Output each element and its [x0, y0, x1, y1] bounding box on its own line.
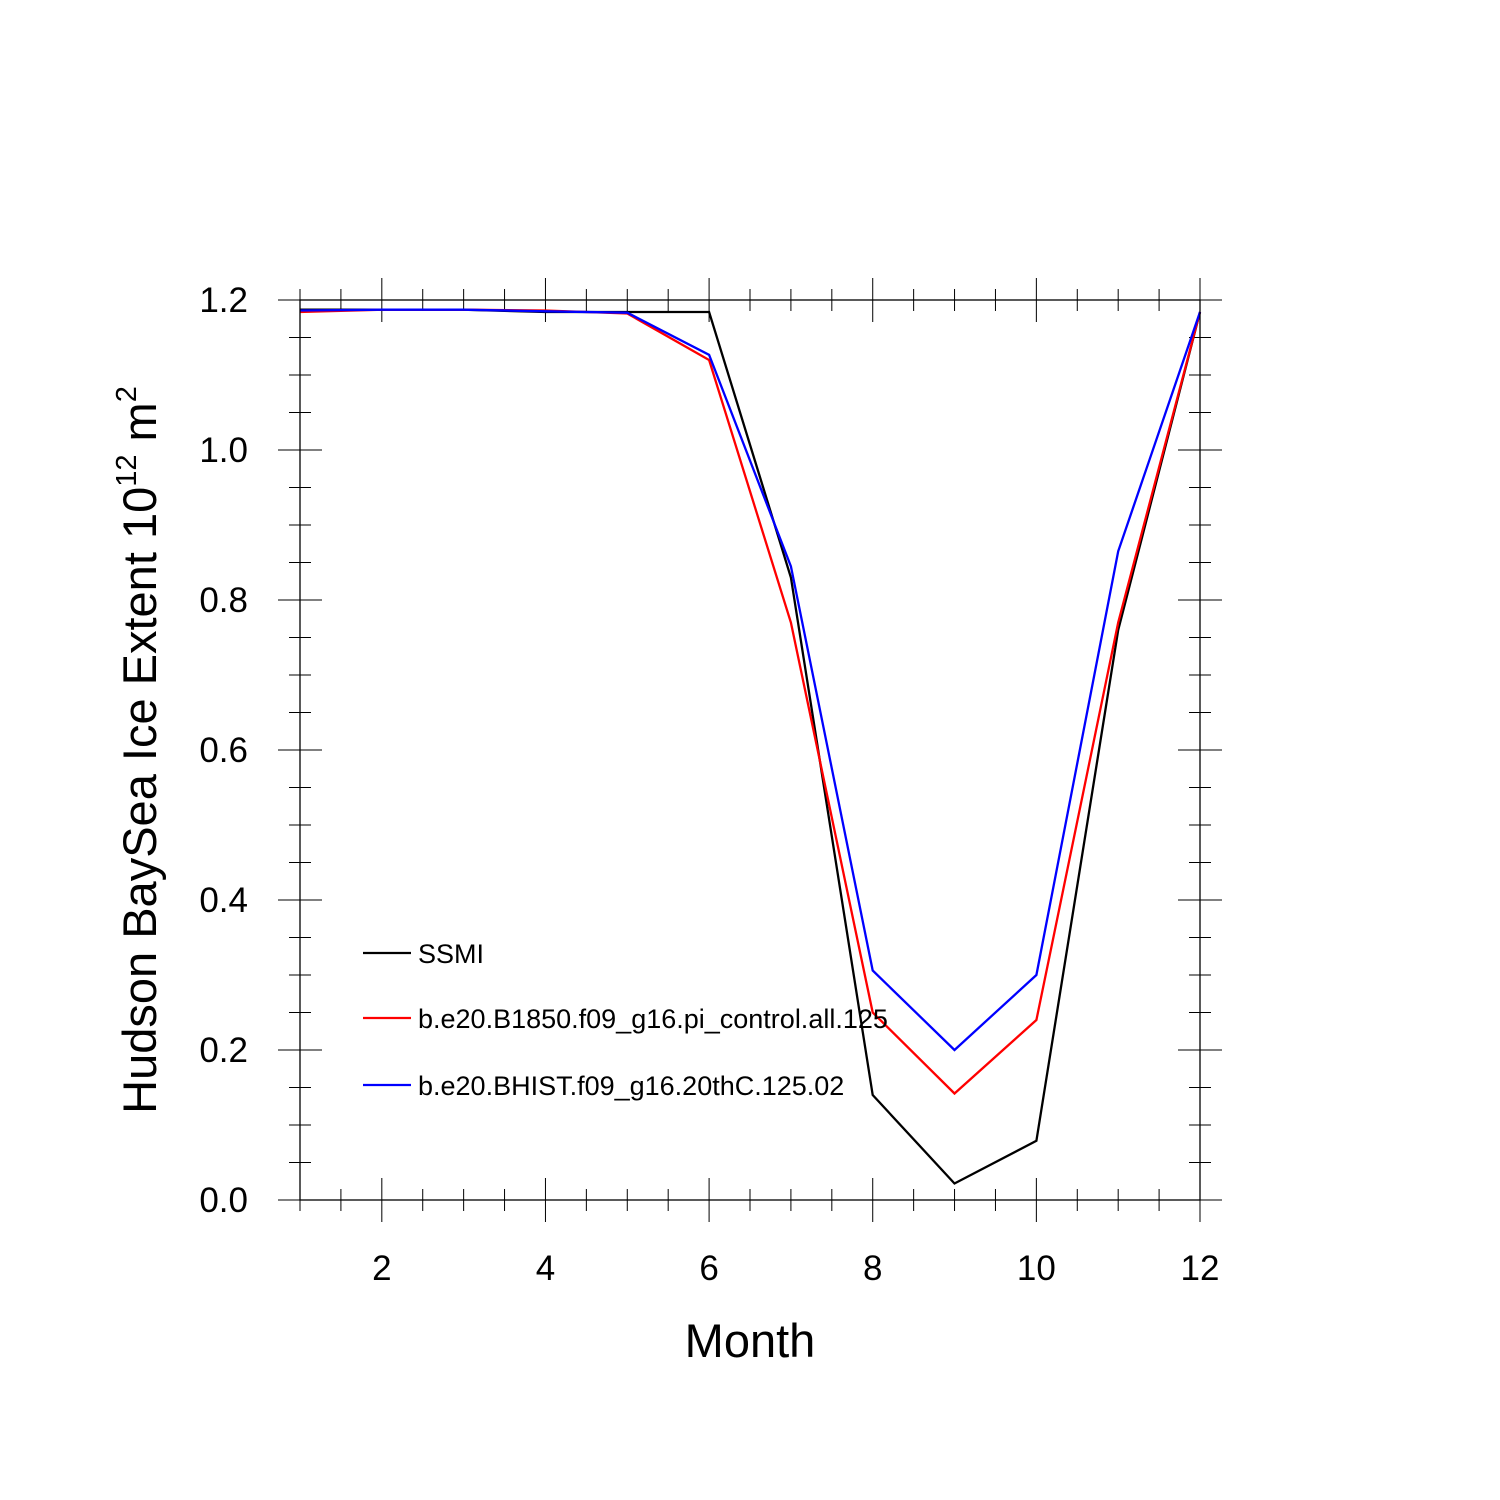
y-tick-label: 1.0 — [199, 431, 248, 470]
series-line-3 — [299, 308, 1202, 1052]
legend-item-1: SSMI — [363, 939, 484, 969]
y-tick-label: 0.6 — [199, 731, 248, 770]
y-tick-label: 0.8 — [199, 581, 248, 620]
y-tick-labels: 0.0 0.2 0.4 0.6 0.8 1.0 1.2 — [199, 281, 248, 1220]
legend-label: SSMI — [418, 939, 484, 969]
x-tick-label: 10 — [1017, 1249, 1056, 1288]
x-tick-label: 8 — [863, 1249, 882, 1288]
series-line-1 — [300, 308, 1202, 1185]
x-tick-label: 4 — [536, 1249, 555, 1288]
x-axis-title: Month — [685, 1314, 816, 1367]
y-axis-title-unit: m — [113, 402, 166, 454]
y-tick-label: 1.2 — [199, 281, 248, 320]
y-tick-label: 0.4 — [199, 881, 248, 920]
x-tick-label: 6 — [699, 1249, 718, 1288]
legend-label: b.e20.BHIST.f09_g16.20thC.125.02 — [418, 1071, 844, 1101]
y-axis-title-text: Hudson BaySea Ice Extent 10 — [113, 487, 166, 1114]
series-line-2 — [299, 308, 1202, 1096]
x-tick-labels: 2 4 6 8 10 12 — [372, 1249, 1219, 1288]
plot-frame — [299, 299, 1201, 1201]
legend-label: b.e20.B1850.f09_g16.pi_control.all.125 — [418, 1004, 888, 1034]
y-axis-title: Hudson BaySea Ice Extent 1012 m2 — [111, 386, 166, 1114]
y-tick-label: 0.0 — [199, 1181, 248, 1220]
legend-item-3: b.e20.BHIST.f09_g16.20thC.125.02 — [363, 1071, 844, 1101]
y-tick-label: 0.2 — [199, 1031, 248, 1070]
legend-item-2: b.e20.B1850.f09_g16.pi_control.all.125 — [363, 1004, 888, 1034]
y-axis-title-unit-exponent: 2 — [111, 386, 143, 402]
x-tick-label: 12 — [1181, 1249, 1220, 1288]
y-axis-title-exponent: 12 — [111, 455, 143, 487]
legend: SSMI b.e20.B1850.f09_g16.pi_control.all.1… — [363, 939, 888, 1101]
x-tick-label: 2 — [372, 1249, 391, 1288]
series-lines — [299, 308, 1202, 1185]
